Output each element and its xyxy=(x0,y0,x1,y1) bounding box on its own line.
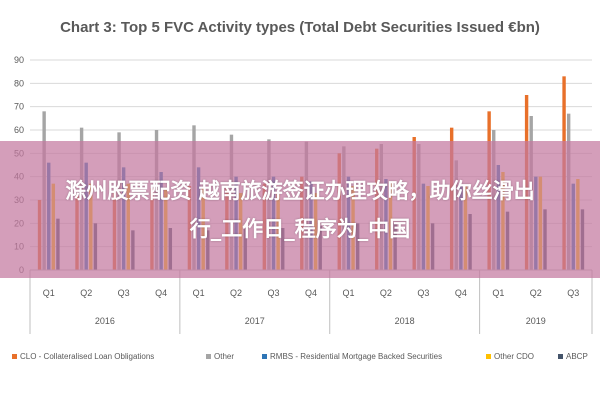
x-category-label: Q1 xyxy=(342,288,354,298)
x-category-label: Q3 xyxy=(118,288,130,298)
overlay-text: 滁州股票配资 越南旅游签证办理攻略，助你丝滑出 行_工作日_程序为_中国 xyxy=(51,172,548,248)
y-tick-label: 80 xyxy=(14,78,24,88)
overlay-line-2: 行_工作日_程序为_中国 xyxy=(189,216,411,241)
legend-label: RMBS - Residential Mortgage Backed Secur… xyxy=(270,352,442,361)
legend-label: ABCP xyxy=(566,352,588,361)
x-category-label: Q4 xyxy=(155,288,167,298)
legend-swatch xyxy=(12,354,17,359)
x-category-label: Q2 xyxy=(380,288,392,298)
legend: CLO - Collateralised Loan Obligations Oth… xyxy=(12,352,588,361)
y-tick-label: 90 xyxy=(14,55,24,65)
x-year-label: 2018 xyxy=(395,316,415,326)
overlay-line-1: 滁州股票配资 越南旅游签证办理攻略，助你丝滑出 xyxy=(65,178,535,203)
legend-swatch xyxy=(206,354,211,359)
legend-swatch xyxy=(558,354,563,359)
overlay-banner: 滁州股票配资 越南旅游签证办理攻略，助你丝滑出 行_工作日_程序为_中国 xyxy=(0,141,600,278)
legend-swatch xyxy=(486,354,491,359)
x-year-label: 2019 xyxy=(526,316,546,326)
x-category-label: Q2 xyxy=(530,288,542,298)
chart-title: Chart 3: Top 5 FVC Activity types (Total… xyxy=(60,19,540,36)
x-category-label: Q3 xyxy=(417,288,429,298)
x-category-label: Q1 xyxy=(492,288,504,298)
legend-swatch xyxy=(262,354,267,359)
y-tick-label: 70 xyxy=(14,102,24,112)
x-category-label: Q3 xyxy=(567,288,579,298)
x-category-label: Q1 xyxy=(43,288,55,298)
x-year-label: 2016 xyxy=(95,316,115,326)
x-category-label: Q1 xyxy=(193,288,205,298)
x-category-label: Q4 xyxy=(305,288,317,298)
x-category-label: Q3 xyxy=(268,288,280,298)
x-axis-year-labels: 2016 2017 2018 2019 xyxy=(29,270,593,334)
legend-label: CLO - Collateralised Loan Obligations xyxy=(20,352,154,361)
x-category-label: Q2 xyxy=(80,288,92,298)
legend-label: Other xyxy=(214,352,234,361)
y-tick-label: 60 xyxy=(14,125,24,135)
x-category-label: Q2 xyxy=(230,288,242,298)
legend-label: Other CDO xyxy=(494,352,534,361)
x-year-label: 2017 xyxy=(245,316,265,326)
x-category-label: Q4 xyxy=(455,288,467,298)
